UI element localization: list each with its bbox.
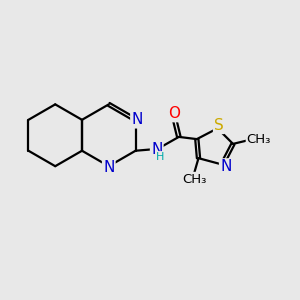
Text: N: N	[220, 159, 232, 174]
Text: N: N	[103, 160, 115, 175]
Text: H: H	[156, 152, 164, 162]
Text: S: S	[214, 118, 224, 133]
Text: CH₃: CH₃	[182, 173, 206, 186]
Text: O: O	[168, 106, 180, 121]
Text: N: N	[131, 112, 143, 127]
Text: CH₃: CH₃	[247, 133, 271, 146]
Text: N: N	[151, 142, 162, 157]
